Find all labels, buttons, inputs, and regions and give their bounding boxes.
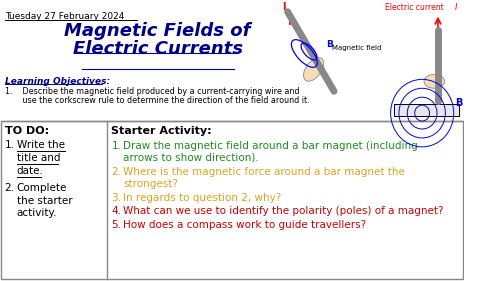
Text: the starter: the starter	[16, 196, 72, 206]
Polygon shape	[394, 104, 460, 116]
Text: Starter Activity:: Starter Activity:	[112, 126, 212, 136]
Text: B: B	[326, 40, 334, 49]
Text: I: I	[454, 3, 457, 12]
Text: Electric Currents: Electric Currents	[72, 40, 243, 58]
Text: strongest?: strongest?	[124, 179, 178, 189]
Text: Tuesday 27 February 2024: Tuesday 27 February 2024	[4, 12, 124, 21]
Text: What can we use to identify the polarity (poles) of a magnet?: What can we use to identify the polarity…	[124, 207, 444, 216]
Text: 2.: 2.	[4, 183, 15, 193]
Text: Write the: Write the	[16, 140, 64, 150]
Ellipse shape	[424, 74, 444, 88]
Text: B: B	[454, 98, 462, 108]
FancyBboxPatch shape	[1, 121, 463, 279]
Text: Magnetic field: Magnetic field	[332, 44, 382, 51]
Text: Magnetic Fields of: Magnetic Fields of	[64, 22, 251, 40]
Text: How does a compass work to guide travellers?: How does a compass work to guide travell…	[124, 220, 366, 230]
Text: In regards to question 2, why?: In regards to question 2, why?	[124, 192, 282, 203]
Text: Complete: Complete	[16, 183, 67, 193]
Text: TO DO:: TO DO:	[4, 126, 49, 136]
Text: 1.    Describe the magnetic field produced by a current-carrying wire and: 1. Describe the magnetic field produced …	[4, 87, 299, 96]
Text: 1.: 1.	[4, 140, 15, 150]
Text: title and: title and	[16, 153, 60, 163]
Text: 5.: 5.	[112, 220, 122, 230]
Text: I: I	[282, 2, 286, 12]
Ellipse shape	[304, 58, 324, 81]
Text: Electric current: Electric current	[385, 3, 444, 12]
Text: 2.: 2.	[112, 167, 122, 177]
Text: Where is the magnetic force around a bar magnet the: Where is the magnetic force around a bar…	[124, 167, 406, 177]
Text: Learning Objectives:: Learning Objectives:	[4, 77, 110, 86]
Text: date.: date.	[16, 166, 44, 176]
Text: use the corkscrew rule to determine the direction of the field around it.: use the corkscrew rule to determine the …	[4, 96, 310, 105]
Text: 1.: 1.	[112, 141, 122, 151]
Text: Draw the magnetic field around a bar magnet (including: Draw the magnetic field around a bar mag…	[124, 141, 418, 151]
Text: arrows to show direction).: arrows to show direction).	[124, 153, 259, 163]
Text: 4.: 4.	[112, 207, 122, 216]
Text: 3.: 3.	[112, 192, 122, 203]
Text: activity.: activity.	[16, 209, 57, 219]
